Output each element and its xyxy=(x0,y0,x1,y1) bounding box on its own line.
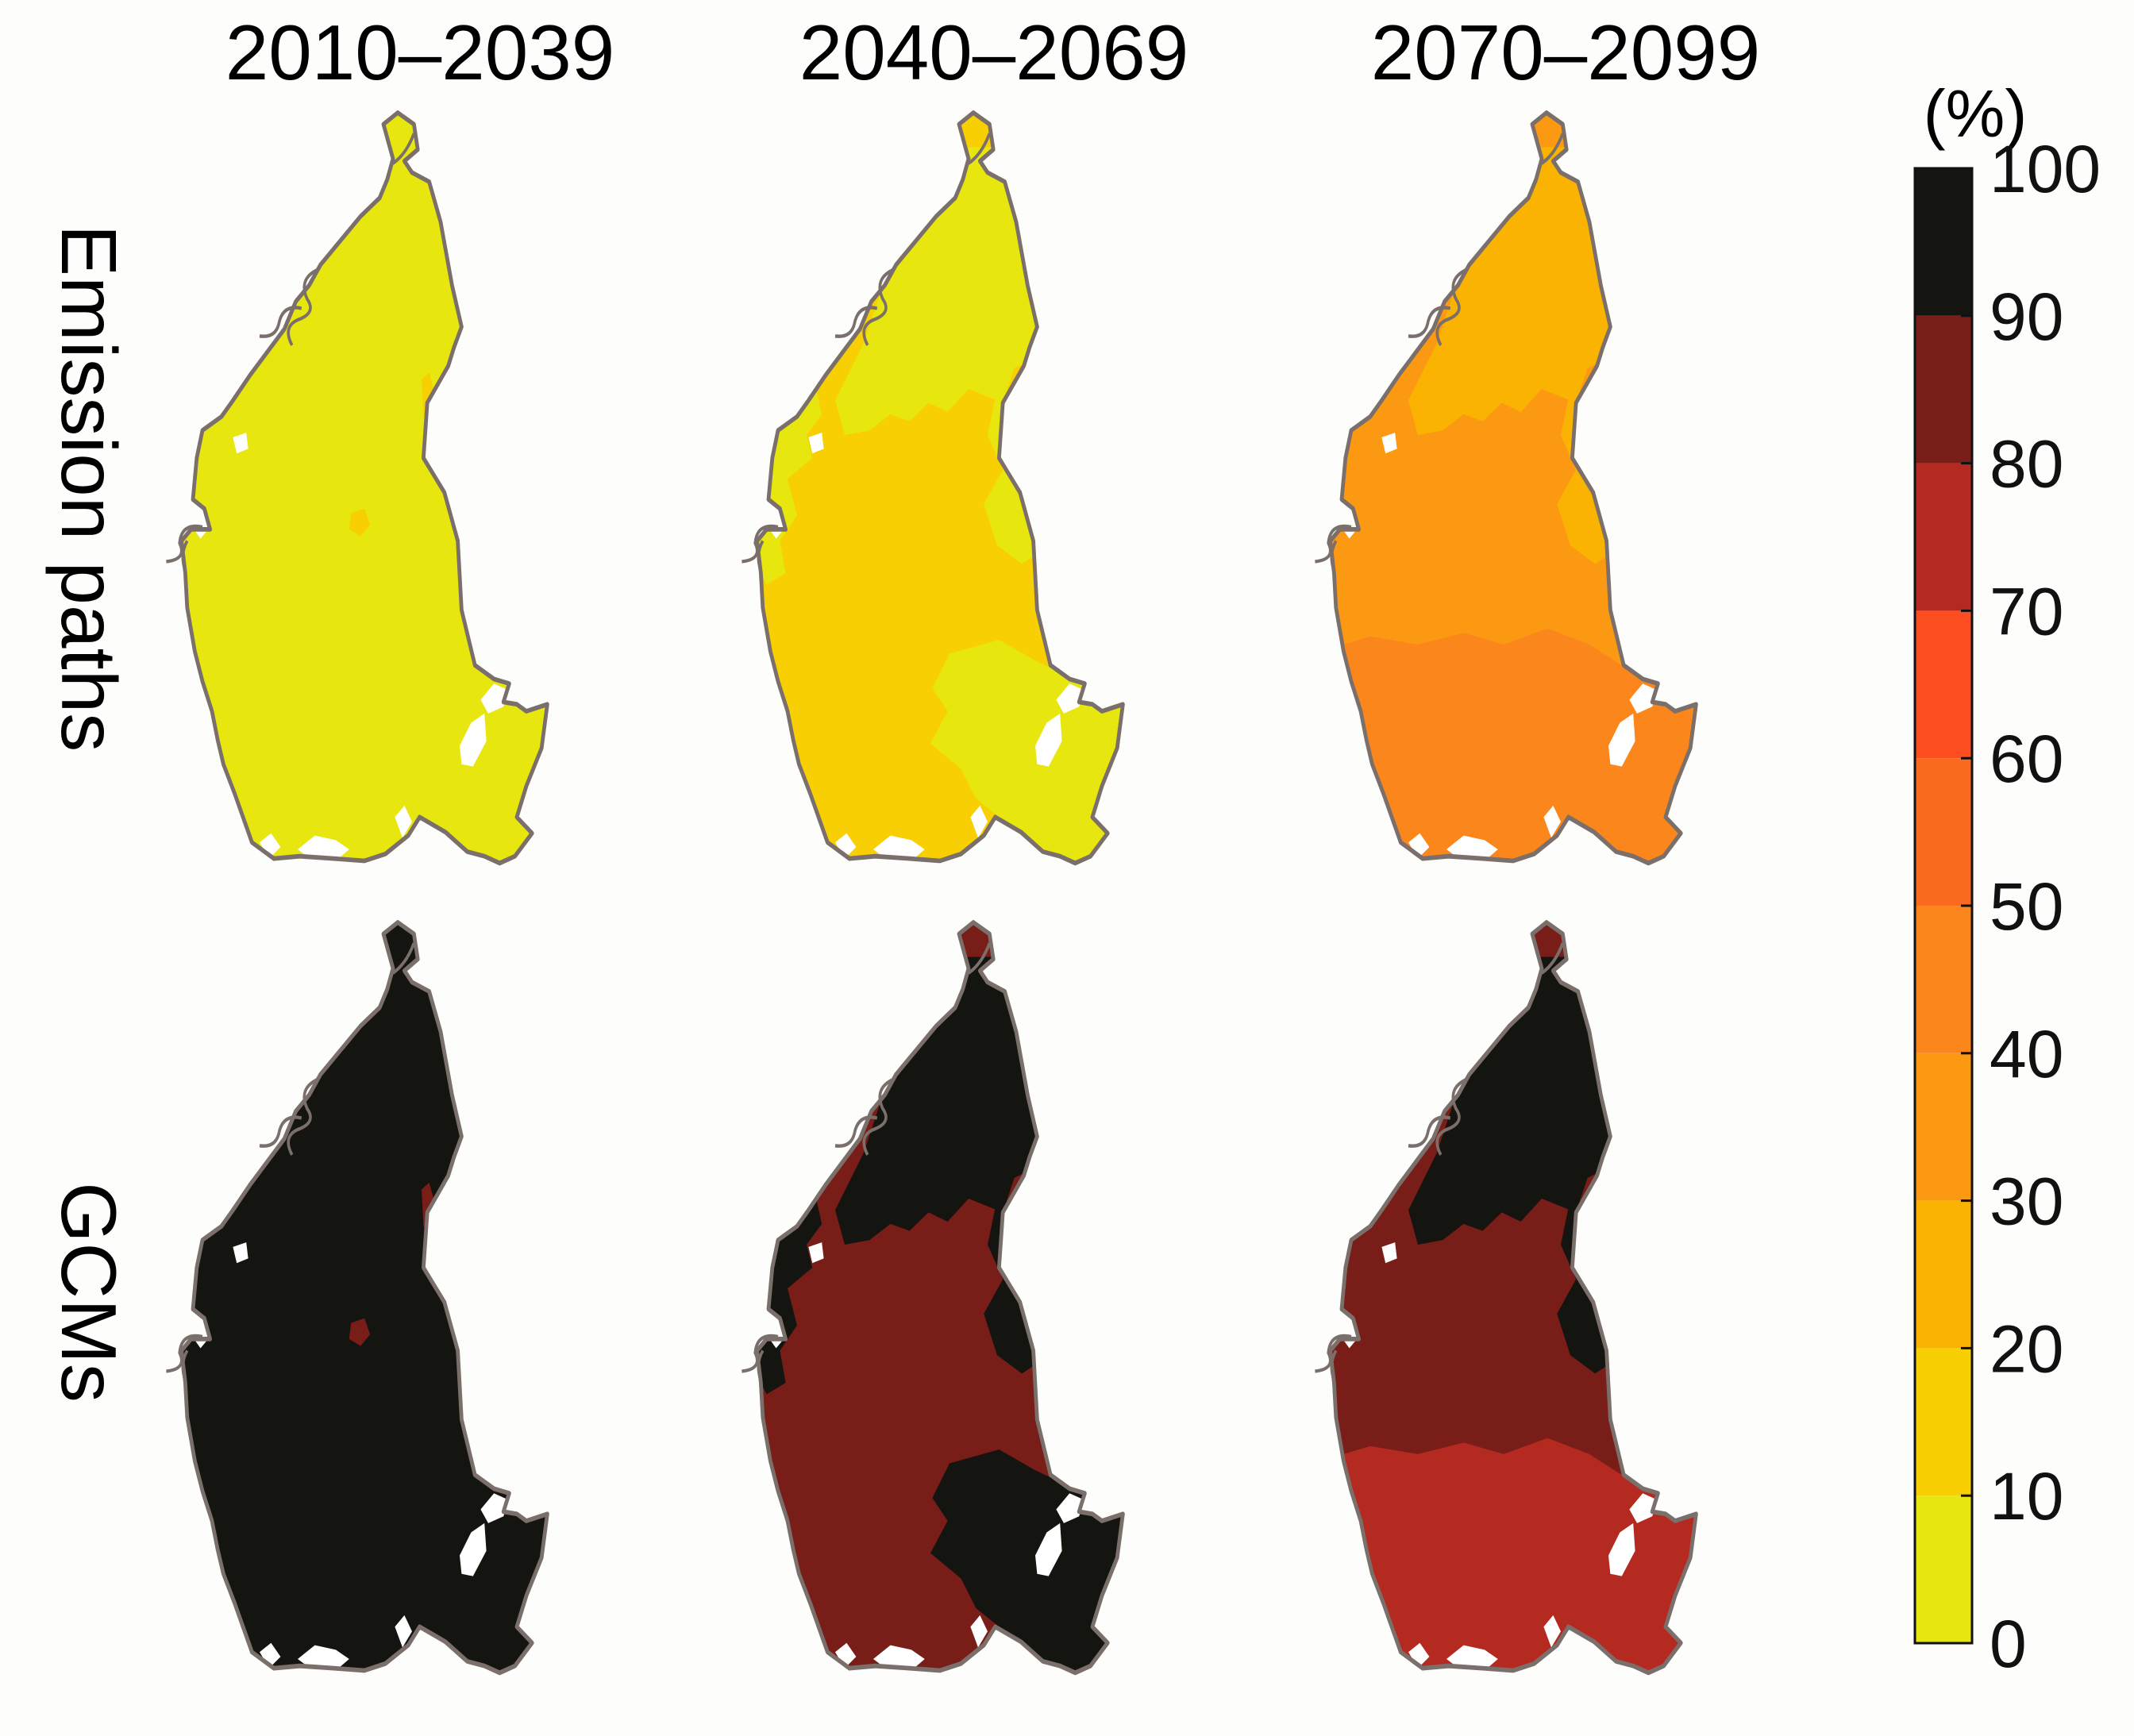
row-titles: Emission paths GCMs xyxy=(45,225,133,1403)
map-panel-1-2 xyxy=(742,113,1131,872)
map-panel-1-1 xyxy=(166,113,547,863)
map-panel-2-1 xyxy=(166,922,547,1672)
legend-bin-0-10 xyxy=(1915,1495,1972,1643)
map-zone-north xyxy=(1408,147,1616,435)
legend-tick-label: 80 xyxy=(1990,427,2063,502)
map-zone-north xyxy=(835,147,1043,435)
legend-bin-40-50 xyxy=(1915,906,1972,1053)
legend-ticks: 0 10 20 30 40 50 60 70 80 90 100 xyxy=(1961,132,2101,1681)
map-zone-south xyxy=(1330,1438,1697,1673)
legend-tick-label: 50 xyxy=(1990,869,2063,944)
map-panel-1-3 xyxy=(1313,113,1713,884)
map-panel-2-2 xyxy=(742,922,1131,1682)
legend-tick-label: 60 xyxy=(1990,722,2063,796)
legend-unit: (%) xyxy=(1924,76,2028,151)
legend-tick-label: 40 xyxy=(1990,1017,2063,1091)
map-zone-south xyxy=(1330,628,1697,864)
map-zone-north xyxy=(1408,957,1616,1245)
legend-bin-10-20 xyxy=(1915,1348,1972,1496)
legend-bin-60-70 xyxy=(1915,610,1972,759)
legend-tick-label: 70 xyxy=(1990,574,2063,649)
legend-bin-70-80 xyxy=(1915,463,1972,611)
legend-bin-20-30 xyxy=(1915,1200,1972,1349)
legend-colorbar xyxy=(1913,167,1974,1645)
column-title-3: 2070–2099 xyxy=(1371,9,1761,96)
map-panel-2-3 xyxy=(1313,922,1713,1694)
row-title-2: GCMs xyxy=(45,1182,133,1403)
legend-bin-80-90 xyxy=(1915,315,1972,464)
legend-tick-label: 90 xyxy=(1990,279,2063,354)
legend-tick-label: 100 xyxy=(1990,132,2101,206)
map-region-base xyxy=(181,922,548,1673)
legend-bin-50-60 xyxy=(1915,758,1972,906)
legend-tick-label: 10 xyxy=(1990,1459,2063,1534)
map-panels xyxy=(166,113,1713,1694)
column-title-1: 2010–2039 xyxy=(225,9,615,96)
legend-tick-label: 0 xyxy=(1990,1607,2027,1681)
legend: (%) 0 10 20 30 40 50 60 70 80 90 100 xyxy=(1913,76,2101,1681)
legend-tick-label: 20 xyxy=(1990,1311,2063,1386)
column-title-2: 2040–2069 xyxy=(799,9,1189,96)
column-titles: 2010–2039 2040–2069 2070–2099 xyxy=(225,9,1761,96)
legend-bin-90-100 xyxy=(1915,168,1972,316)
legend-bin-30-40 xyxy=(1915,1053,1972,1201)
map-region-base xyxy=(181,113,548,864)
map-zone-north xyxy=(835,957,1043,1245)
legend-tick-label: 30 xyxy=(1990,1164,2063,1239)
row-title-1: Emission paths xyxy=(45,225,133,753)
